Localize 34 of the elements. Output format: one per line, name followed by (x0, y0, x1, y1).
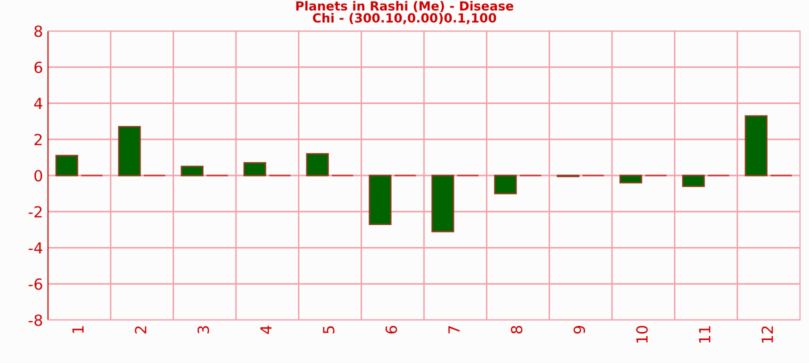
bar (494, 174, 517, 194)
bar (118, 126, 141, 176)
y-tick-label: 6 (34, 62, 42, 74)
x-tick-label: 1 (72, 326, 84, 333)
x-tick-label: 12 (762, 326, 773, 343)
bar (431, 174, 454, 232)
x-tick-label: 3 (198, 326, 210, 334)
y-tick-label: -6 (28, 278, 42, 290)
bar (306, 153, 329, 176)
x-tick-label: 7 (448, 326, 460, 334)
chart-title: Planets in Rashi (Me) - Disease (296, 0, 514, 12)
x-tick-label: 5 (323, 326, 334, 334)
x-tick-label: 10 (636, 326, 648, 343)
bar (180, 166, 204, 176)
y-tick-label: 2 (34, 134, 42, 146)
x-tick-label: 4 (260, 326, 272, 334)
y-tick-label: 4 (34, 98, 42, 110)
bar (619, 174, 642, 184)
y-tick-label: 8 (34, 25, 42, 38)
x-tick-label: 2 (134, 326, 146, 334)
y-tick-label: -2 (28, 206, 42, 218)
y-tick-label: 0 (34, 170, 42, 182)
bar (243, 162, 266, 176)
bar (368, 174, 392, 225)
bar (55, 154, 78, 176)
bar (682, 174, 705, 188)
x-tick-label: 11 (699, 326, 710, 343)
chart-subtitle: Chi - (300.10,0.00)0.1,100 (312, 12, 496, 24)
y-tick-label: -4 (28, 242, 42, 254)
x-tick-label: 6 (386, 326, 398, 334)
bar (744, 115, 768, 176)
x-tick-label: 9 (574, 326, 586, 334)
y-tick-label: -8 (28, 314, 42, 326)
x-tick-label: 8 (510, 326, 522, 334)
